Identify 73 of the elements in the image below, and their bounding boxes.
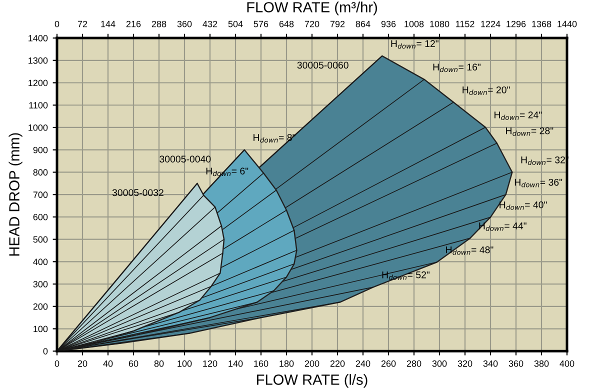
- y-tick-label: 200: [33, 303, 48, 310]
- x2-tick-label: 648: [279, 20, 294, 28]
- y-tick-label: 600: [33, 214, 48, 220]
- x-tick-label: 180: [280, 360, 294, 367]
- x2-tick-label: 720: [304, 20, 320, 28]
- x-tick-label: 120: [203, 360, 218, 367]
- y-axis-title: HEAD DROP (mm): [8, 133, 22, 256]
- annotation: H$_{down}$= 16": [433, 64, 481, 72]
- annotation: H$_{down}$= 48": [446, 246, 494, 255]
- x-tick-label: 80: [154, 360, 164, 367]
- x-tick-label: 220: [330, 360, 345, 367]
- annotation: H$_{down}$= 36": [514, 178, 562, 188]
- x2-tick-label: 288: [152, 20, 166, 28]
- series-label: 30005-0040: [160, 156, 211, 163]
- x2-tick-label: 360: [177, 20, 192, 28]
- y-tick-label: 0: [43, 348, 48, 354]
- x2-tick-label: 576: [254, 20, 268, 28]
- x2-tick-label: 936: [381, 20, 396, 28]
- x-tick-label: 140: [228, 360, 243, 367]
- annotation: H$_{down}$= 28": [506, 127, 554, 136]
- x-tick-label: 280: [406, 360, 422, 367]
- x2-tick-label: 1368: [532, 20, 552, 28]
- x2-tick-label: 1080: [430, 20, 450, 28]
- y-tick-label: 300: [33, 281, 48, 288]
- x-tick-label: 240: [356, 360, 370, 367]
- y-tick-label: 1300: [28, 57, 48, 64]
- x2-tick-label: 792: [330, 20, 345, 28]
- x2-tick-label: 504: [228, 20, 243, 28]
- annotation: H$_{down}$= 44": [479, 222, 526, 231]
- x-tick-label: 40: [103, 360, 113, 367]
- x-tick-label: 20: [78, 360, 88, 367]
- x2-tick-label: 1008: [404, 20, 424, 28]
- x2-tick-label: 144: [101, 20, 116, 28]
- y-tick-label: 800: [33, 169, 48, 176]
- annotation: H$_{down}$= 12": [391, 40, 438, 49]
- x2-tick-label: 216: [126, 20, 141, 28]
- x2-tick-label: 0: [54, 20, 60, 28]
- x-tick-label: 320: [458, 360, 472, 367]
- x-tick-label: 200: [304, 360, 320, 367]
- annotation: H$_{down}$= 24": [494, 111, 542, 120]
- x-tick-label: 340: [483, 360, 498, 367]
- x2-tick-label: 72: [78, 20, 88, 28]
- x-tick-label: 160: [254, 360, 268, 367]
- x-tick-label: 100: [178, 360, 192, 367]
- y-tick-label: 900: [33, 146, 48, 154]
- y-tick-label: 1100: [29, 102, 48, 108]
- y-tick-label: 400: [33, 258, 48, 266]
- x-tick-label: 0: [54, 360, 60, 367]
- y-tick-label: 700: [33, 192, 48, 198]
- y-tick-label: 500: [33, 236, 48, 243]
- x2-tick-label: 1152: [456, 20, 474, 28]
- annotation: H$_{down}$= 40": [500, 201, 547, 210]
- series-label: 30005-0032: [112, 189, 164, 196]
- x2-tick-label: 1440: [558, 20, 577, 28]
- x-axis-title: FLOW RATE (l/s): [257, 374, 368, 388]
- annotation: H$_{down}$= 8": [254, 134, 296, 143]
- y-tick-label: 100: [34, 326, 48, 332]
- x-tick-label: 380: [534, 360, 549, 367]
- x2-tick-label: 1296: [506, 20, 526, 28]
- series-label: 30005-0060: [297, 62, 348, 69]
- y-tick-label: 1200: [28, 80, 48, 86]
- x2-tick-label: 432: [202, 20, 218, 28]
- annotation: H$_{down}$= 20": [462, 86, 510, 95]
- x-tick-label: 60: [128, 360, 138, 367]
- x2-axis-title: FLOW RATE (m³/hr): [247, 2, 377, 16]
- x2-tick-label: 864: [356, 20, 370, 28]
- x-tick-label: 260: [381, 360, 396, 367]
- x-tick-label: 300: [432, 360, 447, 367]
- x2-tick-label: 1224: [481, 20, 500, 28]
- y-tick-label: 1400: [28, 34, 48, 42]
- x-tick-label: 400: [560, 360, 574, 367]
- x-tick-label: 360: [508, 360, 524, 367]
- y-tick-label: 1000: [28, 124, 48, 131]
